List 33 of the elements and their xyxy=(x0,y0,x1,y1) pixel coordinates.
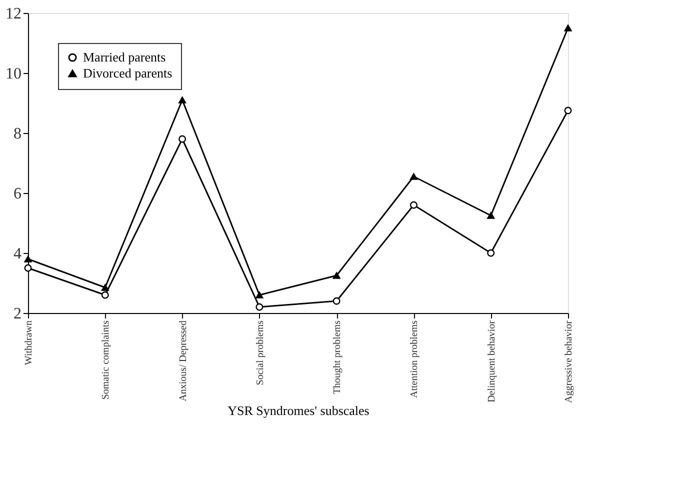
point xyxy=(178,96,186,104)
x-tick-label: Thought problems xyxy=(332,320,344,394)
x-tick-label: Social problems xyxy=(254,320,266,386)
y-tick-label: 4 xyxy=(14,246,22,262)
point xyxy=(24,256,32,262)
point xyxy=(487,249,495,257)
point xyxy=(256,303,264,311)
point xyxy=(101,291,109,299)
point xyxy=(564,24,572,32)
point xyxy=(332,297,340,305)
point xyxy=(256,292,264,298)
point xyxy=(24,264,32,272)
point xyxy=(178,135,186,143)
x-tick-label: Aggressive behavior xyxy=(564,320,574,403)
y-tick-label: 8 xyxy=(14,126,22,142)
point xyxy=(564,106,572,114)
y-tick-label: 2 xyxy=(14,306,22,322)
legend-label: Married parents xyxy=(83,50,166,64)
point xyxy=(410,201,418,209)
point xyxy=(410,173,418,180)
point xyxy=(332,272,340,279)
x-tick-label: Anxious/ Depressed xyxy=(178,320,189,402)
point xyxy=(487,212,495,219)
y-tick-label: 12 xyxy=(6,6,22,22)
point xyxy=(101,284,109,291)
x-axis-title: YSR Syndromes' subscales xyxy=(228,402,370,418)
y-tick-label: 10 xyxy=(6,66,22,82)
y-tick-label: 6 xyxy=(14,186,22,202)
x-tick-label: Somatic complaints xyxy=(100,320,112,400)
x-tick-label: Attention problems xyxy=(409,320,420,398)
x-tick-label: Withdrawn xyxy=(24,320,34,366)
legend-label: Divorced parents xyxy=(83,66,172,80)
x-tick-label: Delinquent behavior xyxy=(486,320,498,402)
